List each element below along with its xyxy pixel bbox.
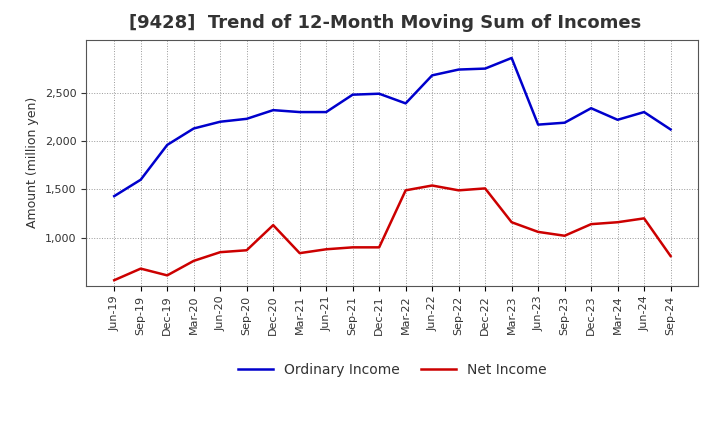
Ordinary Income [243, 116, 251, 121]
Legend: Ordinary Income, Net Income: Ordinary Income, Net Income [233, 357, 552, 382]
Net Income [375, 245, 384, 250]
Net Income [136, 266, 145, 271]
Ordinary Income [428, 73, 436, 78]
Ordinary Income [375, 91, 384, 96]
Ordinary Income [163, 142, 171, 147]
Net Income [322, 247, 330, 252]
Ordinary Income [587, 106, 595, 111]
Y-axis label: Amount (million yen): Amount (million yen) [27, 97, 40, 228]
Net Income [666, 253, 675, 259]
Ordinary Income [348, 92, 357, 97]
Net Income [481, 186, 490, 191]
Net Income [534, 229, 542, 235]
Net Income [640, 216, 649, 221]
Ordinary Income [640, 110, 649, 115]
Net Income [401, 188, 410, 193]
Ordinary Income [189, 126, 198, 131]
Ordinary Income [481, 66, 490, 71]
Ordinary Income [666, 127, 675, 132]
Ordinary Income [322, 110, 330, 115]
Ordinary Income [269, 107, 277, 113]
Text: [9428]  Trend of 12-Month Moving Sum of Incomes: [9428] Trend of 12-Month Moving Sum of I… [130, 15, 642, 33]
Net Income [587, 221, 595, 227]
Net Income [189, 258, 198, 264]
Ordinary Income [110, 194, 119, 199]
Net Income [295, 250, 304, 256]
Ordinary Income [508, 55, 516, 61]
Net Income [508, 220, 516, 225]
Net Income [269, 223, 277, 228]
Ordinary Income [295, 110, 304, 115]
Net Income [613, 220, 622, 225]
Line: Ordinary Income: Ordinary Income [114, 58, 670, 196]
Ordinary Income [613, 117, 622, 122]
Net Income [110, 278, 119, 283]
Net Income [560, 233, 569, 238]
Net Income [243, 248, 251, 253]
Ordinary Income [534, 122, 542, 127]
Ordinary Income [401, 101, 410, 106]
Line: Net Income: Net Income [114, 186, 670, 280]
Net Income [163, 273, 171, 278]
Net Income [454, 188, 463, 193]
Ordinary Income [454, 67, 463, 72]
Net Income [348, 245, 357, 250]
Ordinary Income [216, 119, 225, 125]
Ordinary Income [136, 177, 145, 182]
Ordinary Income [560, 120, 569, 125]
Net Income [216, 249, 225, 255]
Net Income [428, 183, 436, 188]
